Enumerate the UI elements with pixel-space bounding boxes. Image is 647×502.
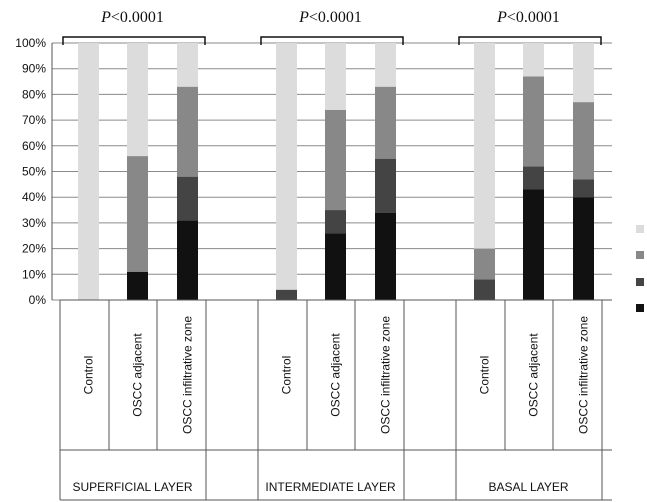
y-tick-label: 10% (22, 267, 46, 281)
bar-segment (177, 43, 198, 87)
y-tick-label: 100% (15, 36, 46, 50)
significance-bracket (260, 36, 404, 45)
bar-segment (177, 220, 198, 300)
bar-segment (78, 43, 99, 300)
y-tick-label: 80% (22, 87, 46, 101)
y-tick-label: 40% (22, 190, 46, 204)
bar-segment (325, 109, 346, 211)
y-tick-label: 60% (22, 139, 46, 153)
y-tick-label: 50% (22, 165, 46, 179)
category-label: OSCC adjacent (527, 333, 541, 417)
bar-segment (127, 156, 148, 272)
bar-segment (325, 43, 346, 110)
bar-segment (573, 179, 594, 198)
p-value-label: P<0.0001 (496, 9, 560, 26)
category-label: Control (82, 356, 96, 395)
legend-swatch (636, 225, 644, 233)
group-label: BASAL LAYER (488, 480, 568, 494)
category-label: OSCC adjacent (329, 333, 343, 417)
legend (636, 225, 644, 312)
bar-segment (523, 166, 544, 190)
legend-swatch (636, 304, 644, 312)
bar-segment (474, 43, 495, 249)
bar-segment (573, 197, 594, 300)
category-label: OSCC infiltrative zone (181, 316, 195, 434)
bar-segment (276, 289, 297, 300)
bar-segment (127, 43, 148, 157)
category-label: OSCC infiltrative zone (577, 316, 591, 434)
y-tick-label: 20% (22, 242, 46, 256)
bar-segment (375, 158, 396, 213)
y-tick-label: 90% (22, 62, 46, 76)
significance-bracket (62, 36, 206, 45)
bars (78, 43, 594, 300)
category-label: OSCC adjacent (131, 333, 145, 417)
y-tick-label: 30% (22, 216, 46, 230)
bar-segment (127, 271, 148, 300)
category-label: Control (478, 356, 492, 395)
bar-segment (177, 176, 198, 221)
bar-segment (523, 43, 544, 77)
bar-segment (523, 76, 544, 167)
bar-segment (325, 210, 346, 234)
legend-swatch (636, 251, 644, 259)
bar-segment (573, 43, 594, 103)
category-label: OSCC infiltrative zone (379, 316, 393, 434)
p-value-label: P<0.0001 (298, 9, 362, 26)
bar-segment (474, 248, 495, 280)
legend-swatch (636, 278, 644, 286)
bar-segment (177, 86, 198, 177)
bar-segment (325, 233, 346, 300)
p-value-label: P<0.0001 (100, 9, 164, 26)
category-label: Control (280, 356, 294, 395)
group-label: SUPERFICIAL LAYER (72, 480, 192, 494)
labels: 0% 10% 20% 30% 40% 50% 60% 70% 80% 90% 100% Control… (15, 9, 602, 494)
group-label: INTERMEDIATE LAYER (265, 480, 396, 494)
bar-segment (375, 43, 396, 87)
bar-segment (523, 189, 544, 300)
bar-segment (573, 102, 594, 180)
bar-segment (375, 212, 396, 300)
y-tick-label: 70% (22, 113, 46, 127)
bar-segment (474, 279, 495, 300)
bar-segment (276, 43, 297, 290)
y-tick-label: 0% (29, 293, 47, 307)
axes (51, 43, 612, 501)
significance-bracket (458, 36, 602, 45)
bar-segment (375, 86, 396, 159)
